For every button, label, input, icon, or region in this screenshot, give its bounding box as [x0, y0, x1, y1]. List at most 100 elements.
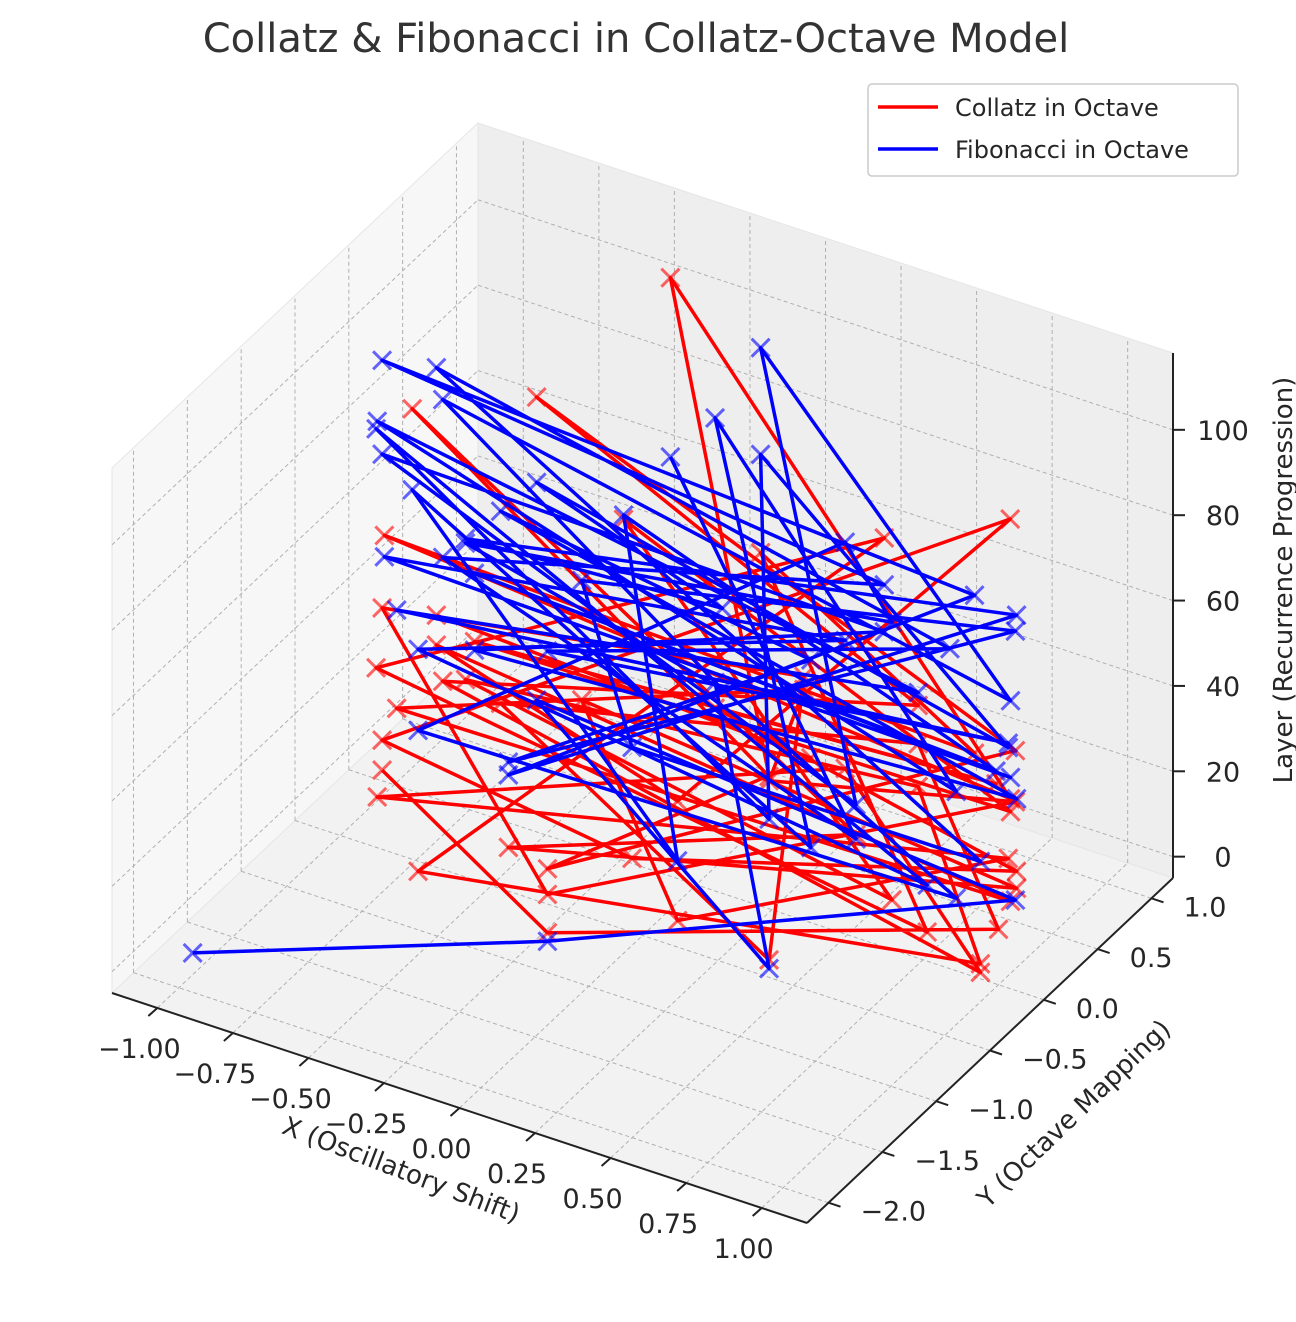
z-axis-label: Layer (Recurrence Progression): [1269, 377, 1296, 784]
y-tick-label: 0.5: [1130, 943, 1173, 974]
data-point-marker: [490, 501, 511, 522]
data-point-marker: [374, 525, 395, 546]
x-tick: [374, 1082, 385, 1092]
axis-lines: −1.00−0.75−0.50−0.250.000.250.500.751.00…: [98, 353, 1249, 1265]
x-tick: [449, 1107, 461, 1117]
series-line: [192, 345, 1019, 971]
data-point-marker: [1000, 508, 1021, 530]
data-point-marker: [455, 532, 476, 554]
data-point-marker: [537, 858, 558, 879]
data-point-marker: [372, 760, 393, 781]
y-tick: [989, 1049, 1003, 1056]
data-point-marker: [800, 649, 821, 670]
x-tick-label: 0.25: [487, 1159, 547, 1190]
x-tick-label: −0.75: [173, 1059, 256, 1090]
data-point-marker: [408, 861, 429, 882]
x-tick: [676, 1182, 687, 1192]
data-point-marker: [964, 585, 985, 606]
data-point-marker: [372, 444, 393, 465]
legend-label-collatz: Collatz in Octave: [955, 94, 1159, 122]
data-point-marker: [537, 884, 558, 905]
grid-line: [477, 370, 1174, 602]
data-point-marker: [464, 640, 485, 661]
grid-line: [294, 820, 991, 1051]
x-tick-label: −0.25: [325, 1109, 408, 1140]
data-point-marker: [750, 337, 771, 358]
chart-title: Collatz & Fibonacci in Collatz-Octave Mo…: [203, 16, 1070, 62]
data-point-marker: [712, 598, 733, 619]
data-point-marker: [908, 776, 929, 797]
x-tick-label: 1.00: [714, 1234, 774, 1265]
data-point-marker: [1005, 889, 1026, 911]
grid-line: [133, 972, 829, 1204]
x-tick: [600, 1157, 612, 1167]
data-point-marker: [970, 851, 991, 872]
y-tick: [935, 1100, 949, 1107]
data-point-marker: [970, 962, 991, 983]
grid-line: [477, 199, 1174, 431]
data-point-marker: [367, 786, 388, 808]
x-tick: [298, 1057, 310, 1067]
data-point-marker: [613, 504, 634, 526]
series-layer: [182, 267, 1027, 983]
z-tick-label: 20: [1206, 757, 1240, 788]
data-point-marker: [374, 546, 395, 567]
data-point-marker: [621, 737, 643, 758]
data-point-marker: [455, 528, 476, 549]
data-point-marker: [970, 953, 991, 974]
data-point-marker: [759, 809, 780, 830]
data-point-marker: [366, 418, 387, 439]
data-point-marker: [402, 479, 423, 500]
data-point-marker: [571, 689, 592, 711]
data-point-marker: [621, 848, 643, 869]
z-tick-label: 0: [1214, 843, 1231, 874]
z-tick-label: 40: [1206, 672, 1240, 703]
data-point-marker: [908, 682, 929, 703]
data-point-marker: [881, 889, 903, 910]
x-tick-label: 0.50: [563, 1184, 623, 1215]
data-point-marker: [667, 790, 688, 812]
z-tick-label: 80: [1206, 501, 1240, 532]
data-point-marker: [845, 828, 867, 849]
data-point-marker: [660, 446, 681, 467]
x-tick-label: −0.50: [249, 1084, 332, 1115]
data-point-marker: [498, 764, 519, 785]
data-point-marker: [372, 350, 393, 371]
data-point-marker: [667, 910, 688, 931]
data-point-marker: [750, 444, 771, 465]
y-tick-label: −0.5: [1022, 1045, 1088, 1076]
y-tick-label: 0.0: [1076, 994, 1119, 1025]
y-tick-label: −2.0: [861, 1197, 927, 1228]
x-tick: [525, 1132, 536, 1142]
y-tick-label: −1.0: [968, 1095, 1034, 1126]
data-point-marker: [1005, 621, 1026, 642]
data-point-marker: [432, 547, 453, 568]
data-point-marker: [1006, 861, 1027, 882]
y-tick-label: 1.0: [1183, 892, 1226, 923]
data-point-marker: [845, 794, 867, 815]
x-tick: [223, 1032, 234, 1042]
grid-line: [477, 284, 1174, 516]
data-point-marker: [835, 630, 856, 651]
data-point-marker: [874, 621, 895, 642]
x-tick-label: 0.00: [411, 1134, 471, 1165]
z-tick-label: 60: [1206, 587, 1240, 618]
legend: Collatz in Octave Fibonacci in Octave: [867, 83, 1239, 177]
data-point-marker: [408, 639, 429, 660]
data-point-marker: [432, 389, 453, 410]
data-point-marker: [988, 919, 1009, 940]
data-point-marker: [498, 837, 519, 858]
data-point-marker: [182, 942, 203, 964]
data-point-marker: [402, 398, 423, 419]
axis-panes: [111, 121, 1174, 1224]
grid-line: [241, 870, 937, 1102]
data-point-marker: [526, 690, 547, 711]
data-point-marker: [537, 641, 558, 662]
data-point-marker: [372, 730, 393, 751]
data-point-marker: [426, 635, 447, 656]
data-point-marker: [660, 267, 681, 288]
data-point-marker: [386, 698, 407, 719]
y-tick: [828, 1201, 841, 1208]
data-point-marker: [800, 837, 821, 858]
